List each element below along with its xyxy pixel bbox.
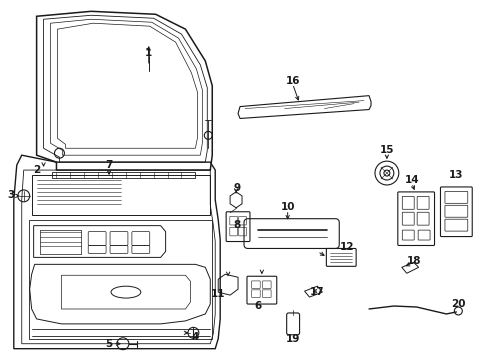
- Text: 2: 2: [33, 165, 40, 175]
- Text: 11: 11: [211, 289, 225, 299]
- Text: 13: 13: [449, 170, 464, 180]
- Text: 20: 20: [451, 299, 466, 309]
- Text: 5: 5: [105, 339, 113, 349]
- Text: 6: 6: [254, 301, 262, 311]
- Text: 3: 3: [7, 190, 14, 200]
- Text: 1: 1: [145, 48, 152, 58]
- Text: 4: 4: [192, 332, 199, 342]
- Text: 14: 14: [404, 175, 419, 185]
- Text: 9: 9: [234, 183, 241, 193]
- Text: 10: 10: [280, 202, 295, 212]
- Text: 19: 19: [286, 334, 300, 344]
- Text: 18: 18: [406, 256, 421, 266]
- Text: 15: 15: [380, 145, 394, 155]
- Text: 12: 12: [340, 243, 354, 252]
- Text: 7: 7: [105, 160, 113, 170]
- Text: 17: 17: [310, 287, 325, 297]
- Text: 8: 8: [233, 220, 241, 230]
- Text: 16: 16: [285, 76, 300, 86]
